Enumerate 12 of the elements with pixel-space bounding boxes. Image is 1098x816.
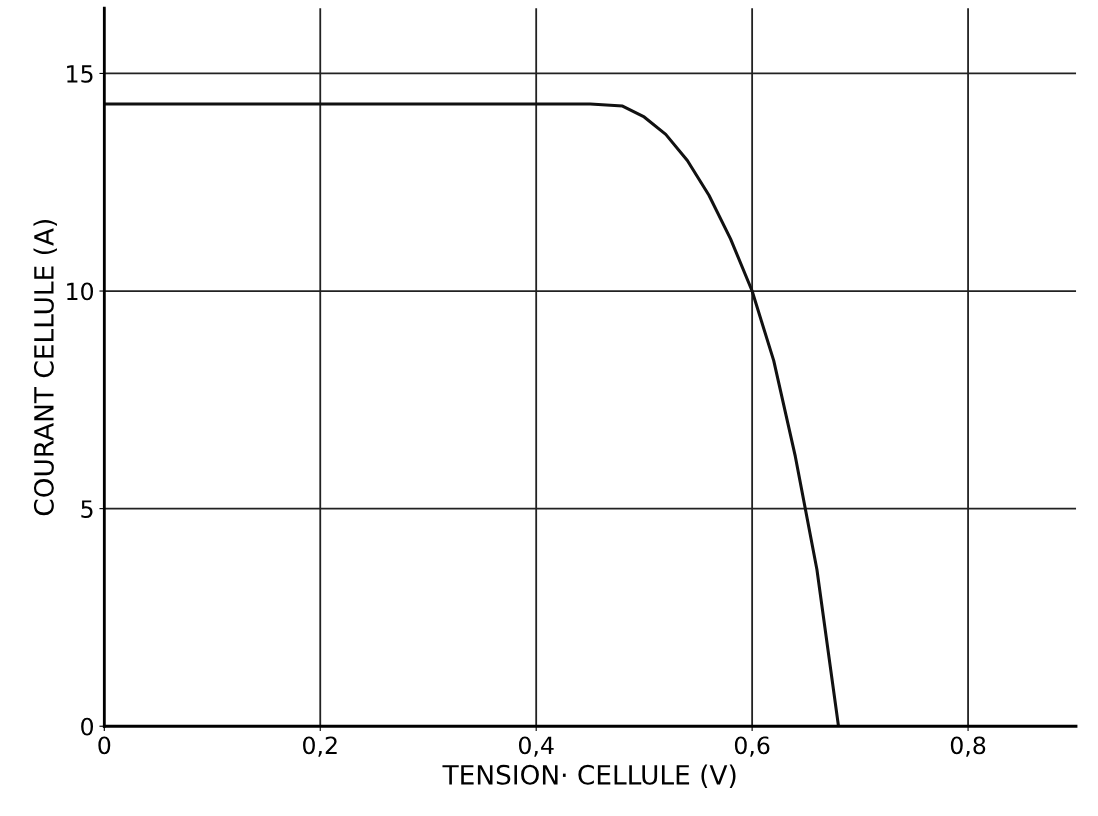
x-axis-title: TENSION· CELLULE (V)	[442, 764, 736, 788]
line-series	[104, 102, 841, 727]
x-tick-label: 0,6	[734, 736, 770, 757]
x-tick-label: 0	[98, 736, 111, 755]
x-tick-label: 0,4	[518, 736, 554, 757]
y-tick-label: 15	[67, 65, 93, 83]
x-tick-label: 0,8	[950, 736, 986, 757]
y-axis-title: COURANT CELLULE (A)	[33, 219, 57, 516]
y-tick-label: 5	[81, 500, 93, 518]
y-tick-label: 0	[81, 717, 94, 736]
y-tick-label: 10	[67, 282, 94, 301]
x-tick-label: 0,2	[303, 736, 337, 757]
